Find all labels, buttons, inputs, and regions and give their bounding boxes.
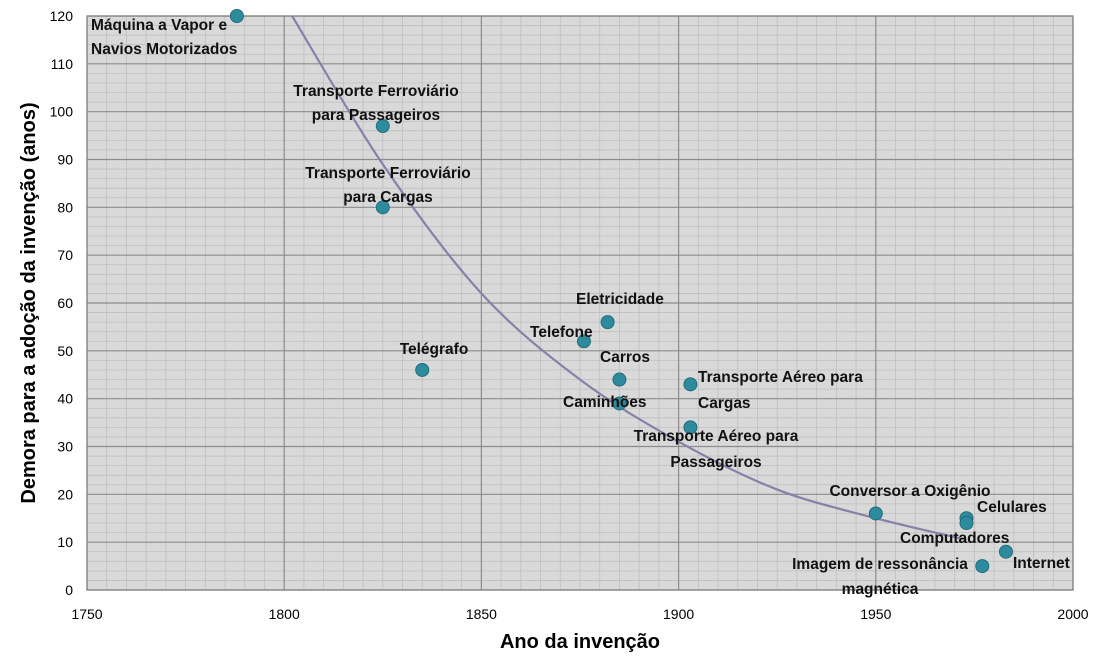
point-label: Transporte Ferroviário para Passageiros	[293, 83, 458, 124]
y-tick-label: 100	[50, 104, 74, 120]
y-tick-label: 70	[57, 247, 73, 263]
x-tick-label: 1850	[466, 606, 497, 622]
y-tick-label: 20	[57, 486, 73, 502]
x-tick-label: 1750	[71, 606, 102, 622]
point-label-line: Cargas	[698, 395, 751, 412]
data-point	[576, 334, 591, 349]
point-label: Eletricidade	[576, 291, 664, 308]
y-tick-label: 0	[65, 582, 73, 598]
y-axis-title: Demora para a adoção da invenção (anos)	[18, 102, 40, 503]
point-label: Máquina a Vapor e Navios Motorizados	[91, 17, 237, 58]
point-label-line: Transporte Ferroviário	[293, 83, 458, 100]
y-tick-label: 10	[57, 534, 73, 550]
point-label: Transporte Aéreo para Cargas	[698, 369, 863, 412]
x-axis-title: Ano da invenção	[500, 631, 660, 653]
plot-border	[86, 15, 1074, 591]
point-label-line: Transporte Ferroviário	[305, 165, 470, 182]
data-point	[375, 119, 390, 134]
point-label-line: Telégrafo	[400, 341, 469, 358]
data-point	[600, 315, 615, 330]
point-label-line: Internet	[1013, 555, 1070, 572]
major-grid	[86, 15, 1074, 591]
point-label: Transporte Aéreo para Passageiros	[634, 428, 799, 471]
point-label: Internet	[1013, 555, 1070, 572]
y-tick-label: 80	[57, 199, 73, 215]
point-label-line: Computadores	[900, 530, 1009, 547]
data-point	[959, 516, 974, 531]
data-points	[229, 9, 1013, 574]
point-label: Telégrafo	[400, 341, 469, 358]
point-label-line: Passageiros	[670, 454, 761, 471]
point-label-line: Carros	[600, 349, 650, 366]
data-point	[612, 372, 627, 387]
point-label: Carros	[600, 349, 650, 366]
point-label: Computadores	[900, 530, 1009, 547]
y-tick-label: 120	[50, 8, 74, 24]
point-label-line: Transporte Aéreo para	[698, 369, 863, 386]
point-label: Imagem de ressonância magnética	[792, 556, 968, 598]
point-label: Telefone	[530, 324, 593, 341]
point-label-line: Navios Motorizados	[91, 41, 237, 58]
y-tick-label: 40	[57, 391, 73, 407]
y-tick-label: 30	[57, 439, 73, 455]
data-point	[998, 544, 1013, 559]
data-point	[975, 559, 990, 574]
point-label-line: Eletricidade	[576, 291, 664, 308]
data-point	[375, 200, 390, 215]
point-labels: Máquina a Vapor e Navios Motorizados Trans…	[91, 17, 1070, 598]
y-axis-ticks: 0 10 20 30 40 50 60 70 80 90 100 110 120	[50, 8, 74, 598]
data-point	[612, 396, 627, 411]
point-label-line: Máquina a Vapor e	[91, 17, 227, 34]
point-label-line: para Passageiros	[312, 107, 440, 124]
point-label-line: para Cargas	[343, 189, 433, 206]
point-label: Conversor a Oxigênio	[829, 483, 990, 500]
point-label-line: Telefone	[530, 324, 593, 341]
point-label: Transporte Ferroviário para Cargas	[305, 165, 470, 206]
x-axis-ticks: 1750 1800 1850 1900 1950 2000	[71, 606, 1088, 622]
point-label-line: Imagem de ressonância	[792, 556, 968, 573]
y-tick-label: 50	[57, 343, 73, 359]
point-label-line: Conversor a Oxigênio	[829, 483, 990, 500]
x-tick-label: 1900	[663, 606, 694, 622]
point-label-line: Caminhões	[563, 394, 647, 411]
x-tick-label: 1800	[269, 606, 300, 622]
point-label-line: magnética	[842, 581, 919, 598]
data-point	[868, 506, 883, 521]
x-tick-label: 2000	[1057, 606, 1088, 622]
y-tick-label: 60	[57, 295, 73, 311]
data-point	[229, 9, 244, 23]
y-tick-label: 90	[57, 152, 73, 168]
trendline	[291, 15, 967, 541]
point-label-line: Transporte Aéreo para	[634, 428, 799, 445]
y-tick-label: 110	[51, 56, 74, 72]
data-point	[415, 362, 430, 377]
data-point	[683, 420, 698, 435]
point-label: Celulares	[977, 499, 1047, 516]
point-label: Caminhões	[563, 394, 647, 411]
point-label-line: Celulares	[977, 499, 1047, 516]
data-point	[683, 377, 698, 392]
x-tick-label: 1950	[860, 606, 891, 622]
